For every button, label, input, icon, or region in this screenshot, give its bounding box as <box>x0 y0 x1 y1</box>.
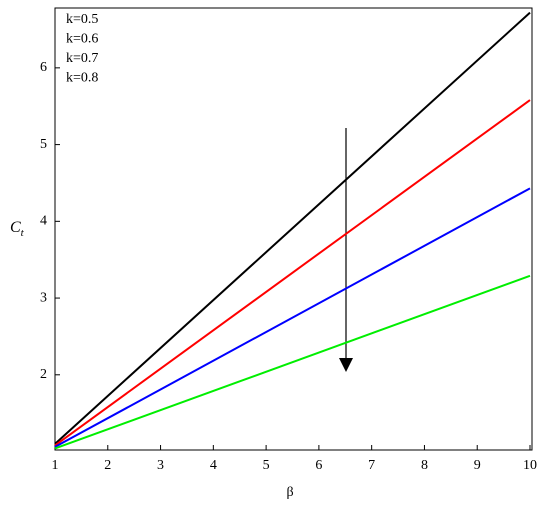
series-line <box>54 187 531 448</box>
x-tick-label: 4 <box>210 458 217 473</box>
x-tick-label: 3 <box>157 458 164 473</box>
y-label-sub: t <box>21 227 25 239</box>
legend-entry: k=0.5 <box>66 12 98 27</box>
x-tick-label: 2 <box>104 458 111 473</box>
legend-entry: k=0.6 <box>66 32 98 47</box>
series-line <box>54 11 531 445</box>
x-tick-label: 9 <box>474 458 481 473</box>
y-label-main: C <box>10 219 21 236</box>
y-tick-label: 2 <box>40 367 47 382</box>
x-tick-label: 8 <box>421 458 428 473</box>
plot-frame <box>54 7 533 451</box>
legend-entry: k=0.7 <box>66 51 98 66</box>
x-tick-label: 7 <box>368 458 375 473</box>
annotation-arrowhead <box>339 358 353 372</box>
y-tick-label: 6 <box>40 60 47 75</box>
y-tick-label: 3 <box>40 290 47 305</box>
x-tick-label: 6 <box>315 458 322 473</box>
x-axis-label: β <box>286 485 293 500</box>
legend-entry: k=0.8 <box>66 71 98 86</box>
x-tick-label: 1 <box>52 458 59 473</box>
y-tick-label: 4 <box>40 214 47 229</box>
y-axis-label: Ct <box>10 219 25 239</box>
series-line <box>54 274 531 450</box>
series-line <box>54 99 531 447</box>
y-tick-label: 5 <box>40 137 47 152</box>
x-tick-label: 10 <box>523 458 537 473</box>
x-tick-label: 5 <box>263 458 270 473</box>
